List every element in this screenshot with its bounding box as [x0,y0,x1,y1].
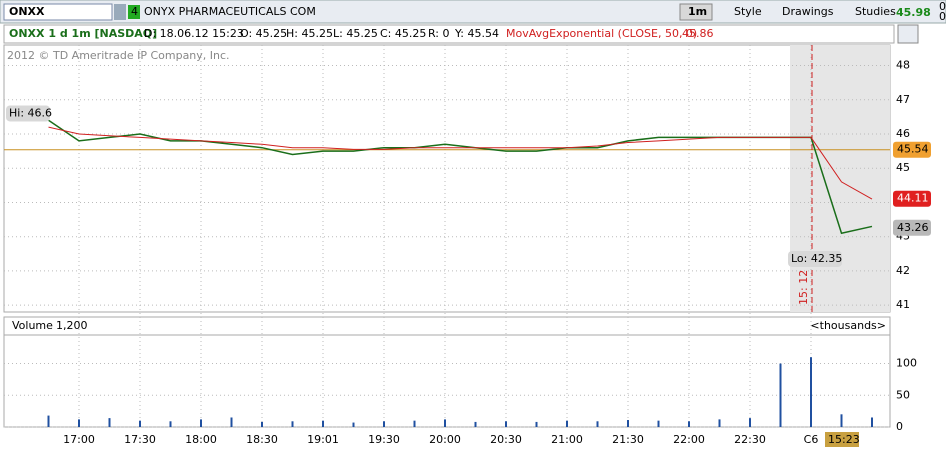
session-shade [790,45,890,312]
y-tick-label: 46 [896,127,910,140]
volume-bar [139,420,141,427]
volume-bar [291,421,294,427]
volume-bar [108,418,111,427]
price-marker [893,141,931,158]
study-value: 45.86 [682,27,714,40]
annotation: Hi: 46.6 [9,106,52,119]
price-marker-label: 43.26 [897,221,929,234]
study: MovAvgExponential (CLOSE, 50, 0) [506,27,697,40]
volume-bar [657,420,660,427]
break-label: 15: 12 [797,270,810,305]
x-tick-label: 20:00 [429,433,461,446]
interval-box[interactable] [679,3,713,21]
volume-bar [840,414,843,427]
x-tick-label: 18:00 [185,433,217,446]
x-tick-label: 17:00 [63,433,95,446]
volume-header [3,316,891,336]
annotation-box [6,105,50,122]
price-marker-label: 45.54 [897,143,929,156]
y-tick-label: 41 [896,298,910,311]
volume-bar [505,421,507,427]
x-tick-label: C6 [804,433,819,446]
y-tick-label: 50 [896,388,910,401]
volume-bar [810,357,812,427]
volume-bar [169,421,172,427]
y-tick-label: 47 [896,93,910,106]
x-tick-label: 19:30 [368,433,400,446]
volume-bar [535,421,538,427]
x-tick-label: 20:30 [490,433,522,446]
dropdown[interactable] [114,4,126,20]
link-box[interactable] [128,5,140,19]
volume-bar [322,420,324,427]
volume-bar [779,363,782,427]
x-tick-label: 21:30 [612,433,644,446]
change: 0 [939,10,946,23]
y-tick-label: 48 [896,59,910,72]
change: 0 [939,0,946,13]
symbol-box[interactable] [3,3,113,21]
price-marker [893,219,931,236]
volume-title: Volume [12,319,53,332]
link[interactable]: 4 [131,5,138,18]
info-y: Y: 45.54 [454,27,499,40]
annotation: Lo: 42.35 [791,252,842,265]
price-marker-label: 44.11 [897,192,929,205]
x-tick-label: 22:30 [734,433,766,446]
info-open: O: 45.25 [240,27,287,40]
volume-bar [474,421,477,427]
volume-bar [413,420,416,427]
x-tick-label: 18:30 [246,433,278,446]
volume-bar [596,421,599,427]
volume-bar [200,419,202,427]
info-low: L: 45.25 [333,27,378,40]
volume-bar [718,419,721,427]
style[interactable]: Style [734,5,762,18]
y-tick-label: 45 [896,161,910,174]
volume-bar [749,418,751,427]
volume-bar [444,419,446,427]
volume-bar [871,417,873,427]
symbol[interactable]: ONXX [9,5,45,18]
end-time: 15:23 [828,433,860,446]
volume-bar [688,421,690,427]
volume-bar [566,420,568,427]
x-tick-label: 19:01 [307,433,339,446]
annotation-box [788,250,842,267]
last-price: 45.98 [896,6,931,19]
x-tick-label: 22:00 [673,433,705,446]
drawings[interactable]: Drawings [782,5,834,18]
info-title: ONXX 1 d 1m [NASDAQ] [9,27,157,40]
info-range: R: 0 [428,27,450,40]
y-tick-label: 100 [896,357,917,370]
y-tick-label: 0 [896,420,903,433]
volume-bar [230,417,233,427]
info-close: C: 45.25 [380,27,426,40]
price-line [48,126,873,200]
end-time-box [825,432,859,447]
settings-button[interactable] [897,24,919,44]
info-high: H: 45.25 [286,27,333,40]
y-tick-label: 42 [896,264,910,277]
volume-bar [261,421,263,427]
x-tick-label: 21:00 [551,433,583,446]
studies[interactable]: Studies [855,5,896,18]
volume-pane [3,334,891,428]
copyright: 2012 © TD Ameritrade IP Company, Inc. [7,49,230,62]
x-tick-label: 17:30 [124,433,156,446]
volume-bar [47,415,50,427]
info-bar [3,24,895,44]
volume-bar [627,420,629,427]
volume-bar [352,422,355,427]
info-date: D: 18.06.12 15:23 [144,27,244,40]
volume-unit: <thousands> [810,319,886,332]
volume-bar [78,419,80,427]
company: ONYX PHARMACEUTICALS COM [144,5,316,18]
volume-bar [383,421,385,427]
price-marker [893,190,931,207]
volume-value: 1,200 [56,319,88,332]
interval[interactable]: 1m [688,5,707,18]
